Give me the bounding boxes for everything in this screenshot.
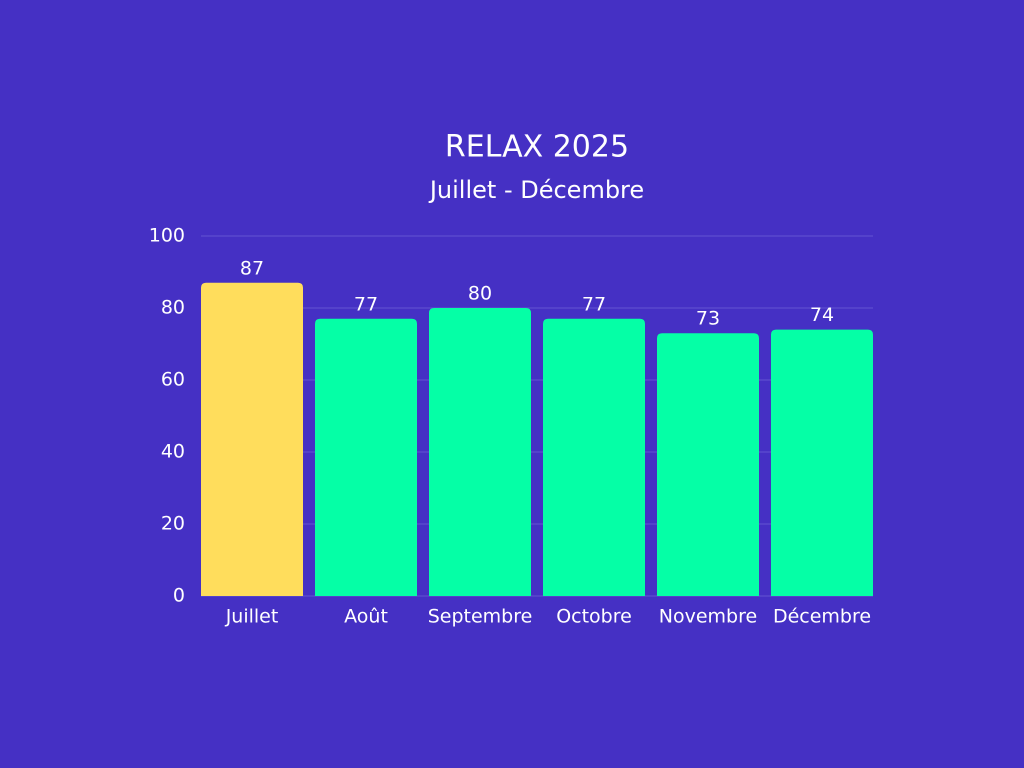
value-label: 73 [696, 308, 720, 330]
x-tick-label: Octobre [556, 606, 632, 628]
chart-title: RELAX 2025 [445, 130, 629, 165]
value-label: 80 [468, 283, 492, 305]
value-label: 74 [810, 304, 834, 326]
x-tick-label: Décembre [773, 606, 871, 628]
y-tick-label: 60 [161, 369, 185, 391]
value-label: 77 [354, 293, 378, 315]
chart-subtitle: Juillet - Décembre [428, 176, 644, 204]
value-label: 87 [240, 257, 264, 279]
x-tick-label: Septembre [428, 606, 533, 628]
bar [543, 318, 645, 596]
bar [771, 329, 873, 596]
x-tick-label: Novembre [659, 606, 757, 628]
bar [201, 282, 303, 596]
bar [429, 308, 531, 596]
bar [657, 333, 759, 596]
y-tick-label: 0 [173, 585, 185, 607]
bar [315, 318, 417, 596]
x-tick-label: Août [344, 606, 388, 628]
x-tick-label: Juillet [225, 606, 279, 628]
value-label: 77 [582, 293, 606, 315]
y-tick-label: 40 [161, 441, 185, 463]
y-tick-label: 20 [161, 513, 185, 535]
y-tick-label: 100 [149, 225, 185, 247]
y-tick-label: 80 [161, 297, 185, 319]
